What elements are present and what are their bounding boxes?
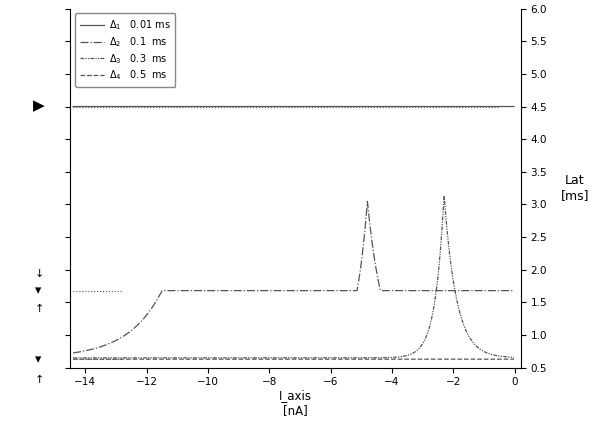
Text: $\blacktriangledown$: $\blacktriangledown$ [34,284,42,297]
Text: $\downarrow$: $\downarrow$ [32,267,44,280]
Text: $\blacktriangleright$: $\blacktriangleright$ [30,98,46,114]
Text: $\blacktriangledown$: $\blacktriangledown$ [34,353,42,366]
Y-axis label: Lat
[ms]: Lat [ms] [560,174,589,202]
Text: $\uparrow$: $\uparrow$ [32,372,44,385]
Text: $\uparrow$: $\uparrow$ [32,301,44,314]
X-axis label: I_axis
[nA]: I_axis [nA] [279,389,312,417]
Legend: $\Delta_1$   0.01 ms, $\Delta_2$   0.1  ms, $\Delta_3$   0.3  ms, $\Delta_4$   0: $\Delta_1$ 0.01 ms, $\Delta_2$ 0.1 ms, $… [75,13,175,87]
